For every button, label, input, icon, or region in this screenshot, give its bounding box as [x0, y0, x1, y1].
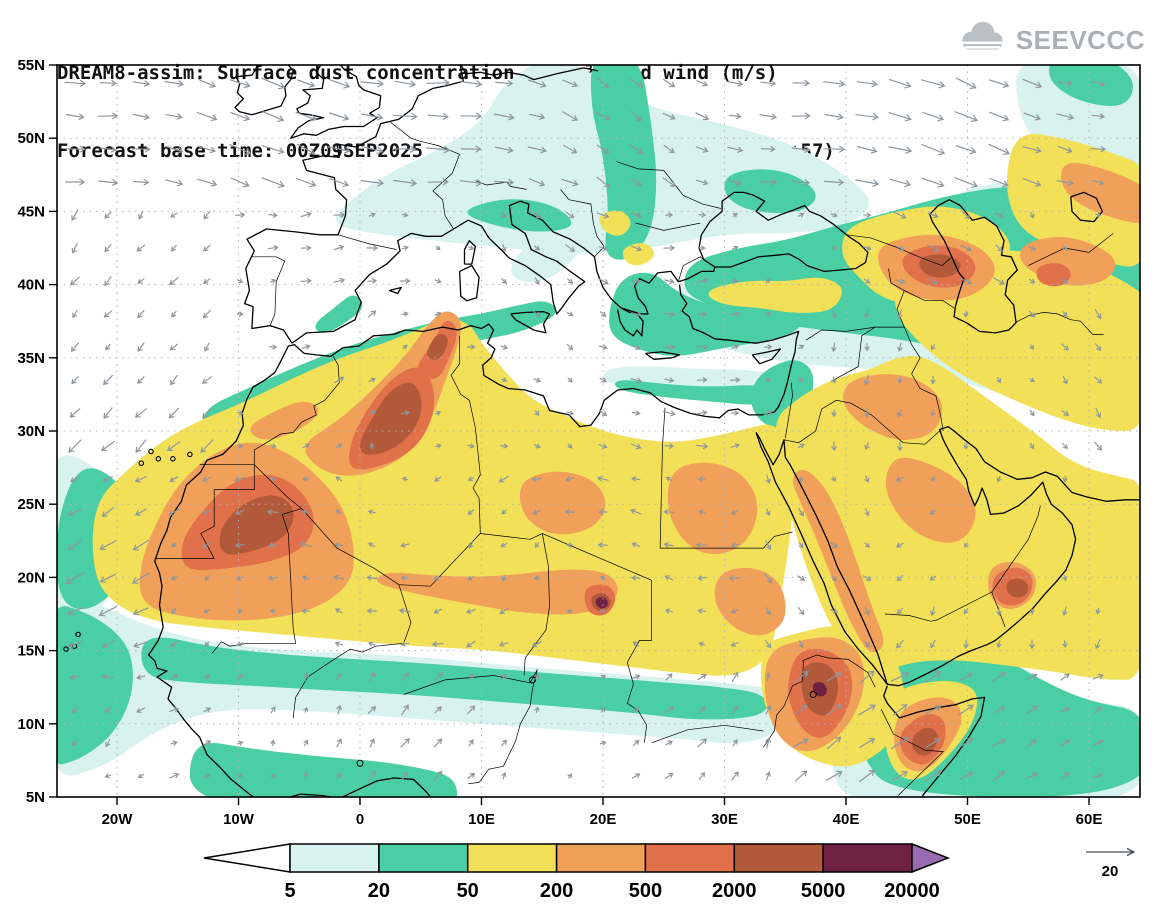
legend-cell-200-500: [555, 843, 647, 873]
legend-boundary-label: 50: [457, 880, 479, 902]
color-scale-legend: 5 20 50 200 500 2000 5000 20000: [203, 842, 951, 902]
dust-region-topright-corner: [1007, 134, 1140, 267]
dust-region-atlantic-left: [57, 606, 133, 765]
legend-boundary-label: 5000: [801, 880, 846, 902]
lat-tick-label: 45N: [17, 203, 45, 220]
cloud-icon: [955, 20, 1009, 61]
dust-region-niger-chad: [376, 569, 618, 615]
lon-tick-label: 50E: [954, 811, 981, 828]
legend-cell-500-2000: [644, 843, 736, 873]
wind-reference-label: 20: [1102, 863, 1119, 880]
lat-tick-label: 5N: [26, 789, 45, 806]
legend-under-arrow: [203, 843, 291, 873]
dust-region-ridge-dark: [427, 333, 448, 360]
dust-region-sahel-band: [141, 637, 768, 720]
dust-region-central-libya: [519, 471, 606, 535]
dust-region-egypt-coast: [615, 380, 780, 405]
legend-cell-2000-5000: [733, 843, 824, 873]
dust-region-sw-egypt: [667, 462, 758, 555]
lat-tick-label: 15N: [17, 643, 45, 660]
lat-tick-label: 10N: [17, 716, 45, 733]
lat-tick-label: 55N: [17, 57, 45, 74]
lat-axis: 55N 50N 45N 40N 35N 30N 25N 20N 15N 10N 5N: [17, 57, 57, 806]
legend-boundary-label: 20000: [884, 880, 940, 902]
lat-tick-label: 20N: [17, 569, 45, 586]
dust-region-algeria-dark: [360, 382, 422, 455]
dust-region-eritrea-maroon: [812, 681, 827, 697]
dust-region-sudan-nile: [714, 567, 786, 636]
lon-tick-label: 0: [356, 811, 364, 828]
dust-region-balkan-2: [622, 243, 655, 266]
dust-region-balkan-streak: [590, 65, 657, 260]
legend-boundary-label: 500: [629, 880, 662, 902]
dust-region-chad-maroon: [595, 597, 608, 609]
dust-field: [57, 65, 1140, 797]
legend-cell-50-200: [466, 843, 558, 873]
lat-tick-label: 50N: [17, 130, 45, 147]
lat-tick-label: 40N: [17, 277, 45, 294]
dust-region-ne-saudi-iraq: [843, 374, 943, 440]
dust-region-guinea-coast: [189, 742, 458, 797]
dust-region-corner-ne: [1060, 162, 1140, 223]
lon-tick-label: 20E: [590, 811, 617, 828]
coastlines: [63, 65, 1140, 797]
lon-tick-label: 20W: [102, 811, 134, 828]
dust-region-turkmen-spot: [1036, 263, 1071, 287]
legend-boundary-label: 2000: [712, 880, 757, 902]
lon-tick-label: 10W: [223, 811, 255, 828]
legend-over-arrow: [911, 842, 951, 874]
legend-boundary-label: 200: [540, 880, 573, 902]
dust-region-central-arabia: [885, 457, 976, 543]
wind-arrows: [64, 77, 1107, 783]
lat-tick-label: 35N: [17, 350, 45, 367]
dust-region-ukraine: [724, 169, 816, 214]
legend-cell-5000-20000: [822, 843, 913, 873]
dust-region-europe: [335, 65, 869, 254]
lat-tick-label: 25N: [17, 496, 45, 513]
legend-boundary-label: 20: [368, 880, 390, 902]
logo-text: SEEVCCC: [1015, 25, 1145, 55]
lon-axis: 20W 10W 0 10E 20E 30E 40E 50E 60E: [102, 797, 1103, 828]
lon-tick-label: 40E: [833, 811, 860, 828]
dust-region-adriatic: [511, 221, 587, 283]
lon-tick-label: 60E: [1076, 811, 1103, 828]
legend-cell-20-50: [378, 843, 469, 873]
dust-region-oman-dark: [1006, 578, 1029, 598]
chart-title: DREAM8-assim: Surface dust concentration…: [57, 62, 778, 84]
dust-region-atlas: [250, 401, 319, 440]
dust-region-spain-se: [315, 295, 363, 333]
seevccc-logo: SEEVCCC: [955, 20, 1145, 61]
legend-boundary-label: 5: [284, 880, 295, 902]
dust-region-somalia-dark: [912, 727, 938, 756]
dust-region-azerbaijan-dark: [919, 254, 961, 278]
dust-region-turkey: [708, 277, 842, 313]
country-borders: [154, 121, 1114, 796]
legend-cell-5-20: [289, 843, 380, 873]
lat-tick-label: 30N: [17, 423, 45, 440]
lon-tick-label: 10E: [468, 811, 495, 828]
lon-tick-label: 30E: [711, 811, 738, 828]
wind-reference: 20: [1086, 847, 1136, 880]
dust-region-topright-streak: [1049, 65, 1134, 106]
